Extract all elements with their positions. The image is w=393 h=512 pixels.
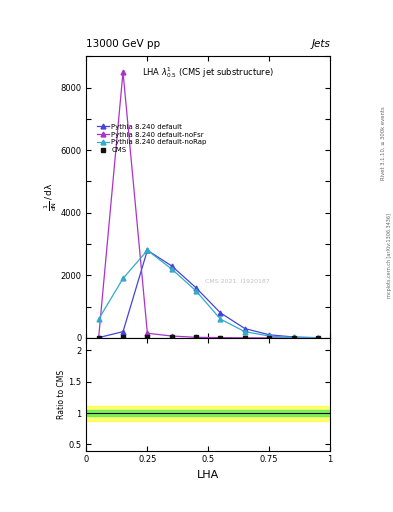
Line: CMS: CMS [96,334,320,340]
CMS [267,335,272,341]
Text: mcplots.cern.ch [arXiv:1306.3436]: mcplots.cern.ch [arXiv:1306.3436] [387,214,391,298]
Text: CMS 2021  I1920187: CMS 2021 I1920187 [205,279,270,284]
CMS [291,335,296,341]
Bar [86,410,330,416]
Pythia 8.240 default-noRap [242,329,247,335]
Text: 13000 GeV pp: 13000 GeV pp [86,38,161,49]
Pythia 8.240 default-noFsr [242,335,247,341]
Pythia 8.240 default [218,310,223,316]
CMS [316,335,320,341]
Line: Pythia 8.240 default-noFsr: Pythia 8.240 default-noFsr [96,70,320,340]
Pythia 8.240 default-noRap [145,247,150,253]
Pythia 8.240 default [194,285,198,291]
Pythia 8.240 default-noRap [121,275,125,282]
Legend: Pythia 8.240 default, Pythia 8.240 default-noFsr, Pythia 8.240 default-noRap, CM: Pythia 8.240 default, Pythia 8.240 defau… [95,122,209,155]
Text: Jets: Jets [311,38,330,49]
Y-axis label: $\mathregular{\frac{1}{\mathrm{d}N}\,/\,\mathrm{d}\lambda}$: $\mathregular{\frac{1}{\mathrm{d}N}\,/\,… [42,183,59,211]
Line: Pythia 8.240 default: Pythia 8.240 default [96,248,320,340]
Pythia 8.240 default-noRap [96,316,101,322]
Pythia 8.240 default-noFsr [121,69,125,75]
Pythia 8.240 default-noRap [267,333,272,339]
Pythia 8.240 default-noFsr [316,335,320,341]
Text: Rivet 3.1.10, ≥ 300k events: Rivet 3.1.10, ≥ 300k events [381,106,386,180]
Pythia 8.240 default [242,326,247,332]
Pythia 8.240 default [121,329,125,335]
CMS [169,334,174,340]
Line: Pythia 8.240 default-noRap: Pythia 8.240 default-noRap [96,248,320,340]
CMS [218,334,223,340]
Pythia 8.240 default-noRap [291,334,296,340]
Pythia 8.240 default-noFsr [194,334,198,340]
Pythia 8.240 default [145,247,150,253]
Y-axis label: Ratio to CMS: Ratio to CMS [57,370,66,419]
Pythia 8.240 default [267,332,272,338]
CMS [242,335,247,341]
Pythia 8.240 default-noFsr [291,335,296,341]
Pythia 8.240 default-noFsr [267,335,272,341]
CMS [121,334,125,340]
Pythia 8.240 default [291,334,296,340]
Pythia 8.240 default [96,334,101,340]
Pythia 8.240 default-noFsr [169,333,174,339]
CMS [145,334,150,340]
Pythia 8.240 default-noRap [169,266,174,272]
Pythia 8.240 default-noRap [316,335,320,341]
Bar [86,406,330,420]
Pythia 8.240 default [316,335,320,341]
CMS [194,334,198,340]
Pythia 8.240 default-noRap [194,288,198,294]
Pythia 8.240 default [169,263,174,269]
Pythia 8.240 default-noFsr [96,334,101,340]
Pythia 8.240 default-noRap [218,316,223,322]
Pythia 8.240 default-noFsr [145,330,150,336]
X-axis label: LHA: LHA [197,470,219,480]
CMS [96,335,101,341]
Text: LHA $\lambda^{1}_{0.5}$ (CMS jet substructure): LHA $\lambda^{1}_{0.5}$ (CMS jet substru… [142,65,274,80]
Pythia 8.240 default-noFsr [218,334,223,340]
